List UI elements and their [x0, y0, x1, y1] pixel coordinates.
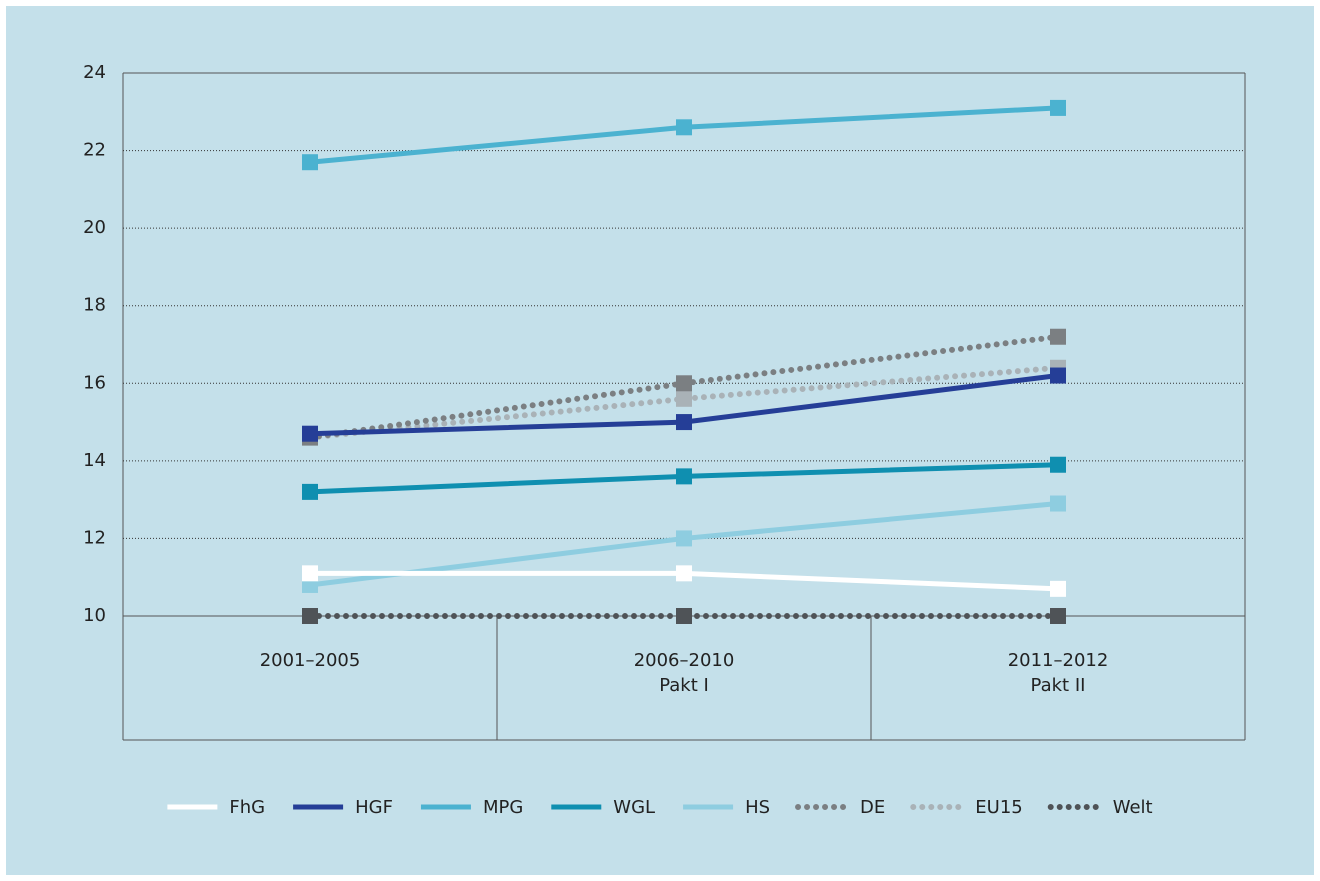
legend-item: MPG: [420, 797, 523, 818]
y-tick-label: 20: [83, 217, 106, 238]
series-marker: [302, 483, 318, 500]
legend-item: DE: [795, 797, 885, 818]
series-marker: [676, 414, 692, 431]
series-marker: [676, 119, 692, 136]
series-marker: [1050, 328, 1066, 345]
legend-item: FhG: [167, 797, 265, 818]
series-marker: [302, 425, 318, 442]
x-tick-label: Pakt II: [1031, 675, 1086, 696]
y-tick-label: 24: [83, 62, 106, 83]
plot-frame: [122, 73, 1246, 741]
legend-item: Welt: [1047, 797, 1153, 818]
y-tick-label: 22: [83, 140, 106, 161]
legend: FhG HGF MPG WGL HS DE EU15 Welt: [167, 797, 1153, 818]
series-marker: [302, 565, 318, 582]
y-tick-label: 14: [83, 450, 106, 471]
y-tick-label: 10: [83, 605, 106, 626]
series-marker: [676, 390, 692, 407]
series-marker: [1050, 367, 1066, 384]
y-tick-label: 12: [83, 527, 106, 548]
legend-label: MPG: [483, 797, 523, 818]
legend-label: DE: [860, 797, 885, 818]
series-marker: [1050, 495, 1066, 512]
series-marker: [676, 468, 692, 485]
series-marker: [676, 565, 692, 582]
series-marker: [1050, 99, 1066, 116]
x-tick-label: 2001–2005: [260, 650, 361, 671]
x-tick-label: 2006–2010: [634, 650, 735, 671]
legend-label: WGL: [613, 797, 655, 818]
legend-label: FhG: [229, 797, 265, 818]
legend-item: EU15: [910, 797, 1023, 818]
legend-label: HGF: [355, 797, 393, 818]
legend-item: HGF: [293, 797, 393, 818]
series-marker: [1050, 456, 1066, 473]
series-marker: [676, 530, 692, 547]
legend-item: HS: [683, 797, 770, 818]
series-marker: [1050, 580, 1066, 597]
legend-label: HS: [745, 797, 770, 818]
y-tick-label: 18: [83, 295, 106, 316]
legend-item: WGL: [551, 797, 655, 818]
legend-label: EU15: [975, 797, 1022, 818]
y-tick-label: 16: [83, 372, 106, 393]
legend-label: Welt: [1113, 797, 1153, 818]
x-tick-label: 2011–2012: [1008, 650, 1109, 671]
series-marker: [302, 154, 318, 171]
chart-background: [6, 6, 1314, 875]
series-marker: [1050, 608, 1066, 624]
series-marker: [676, 608, 692, 624]
series-marker: [676, 375, 692, 392]
series-marker: [302, 608, 318, 624]
x-tick-label: Pakt I: [659, 675, 709, 696]
